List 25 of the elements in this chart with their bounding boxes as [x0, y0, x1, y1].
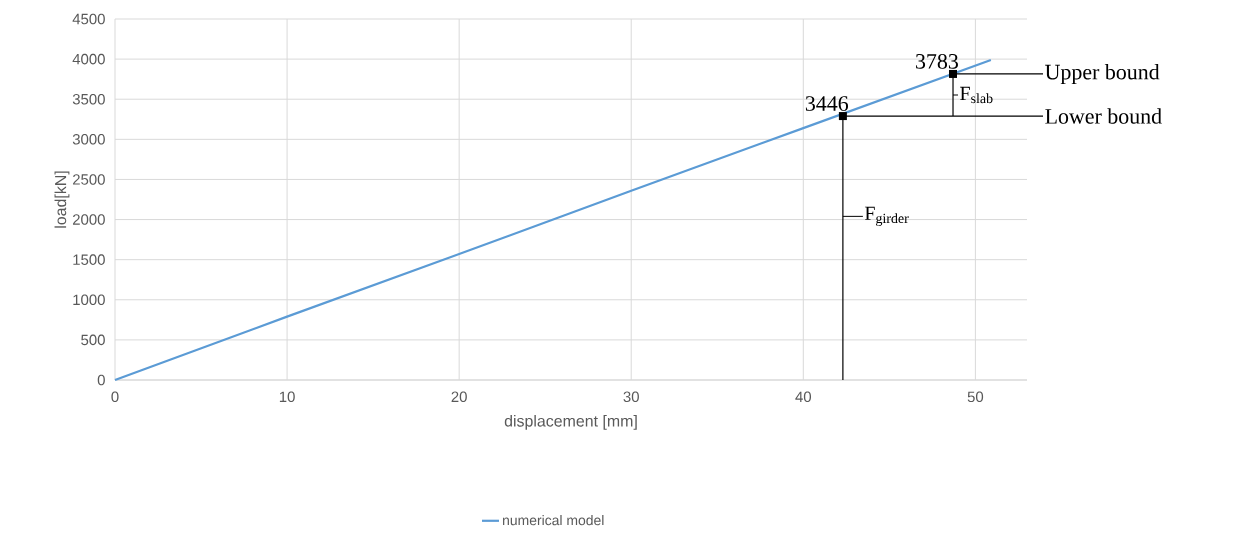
y-tick-label: 3000 — [72, 134, 105, 145]
x-tick-label: 40 — [795, 391, 812, 403]
y-tick-label: 2500 — [72, 174, 105, 185]
x-axis-title: displacement [mm] — [504, 414, 637, 430]
ref-line-label: Lower bound — [1045, 108, 1162, 124]
x-tick-label: 30 — [623, 391, 639, 403]
y-tick-label: 1500 — [73, 254, 105, 265]
y-tick-label: 1000 — [73, 294, 105, 306]
legend-label: numerical model — [503, 514, 604, 526]
y-tick-label: 4500 — [72, 13, 105, 25]
ref-line-label: Upper bound — [1045, 64, 1160, 84]
x-tick-label: 50 — [967, 391, 984, 403]
y-tick-label: 500 — [81, 334, 105, 346]
x-tick-label: 0 — [111, 391, 119, 403]
annotation: 3783 — [916, 53, 958, 69]
y-tick-label: 2000 — [72, 214, 105, 225]
annotation: 3446 — [805, 96, 849, 111]
ref-line-label: F$_{girder}$ — [864, 206, 909, 226]
y-tick-label: 0 — [97, 374, 105, 386]
x-tick-label: 20 — [451, 391, 467, 403]
x-tick-label: 10 — [279, 391, 295, 403]
annotation: F$_{slab}$ — [960, 86, 993, 104]
y-tick-label: 3500 — [72, 93, 105, 105]
y-axis-title: load[kN] — [54, 171, 70, 228]
y-tick-label: 4000 — [72, 53, 105, 65]
